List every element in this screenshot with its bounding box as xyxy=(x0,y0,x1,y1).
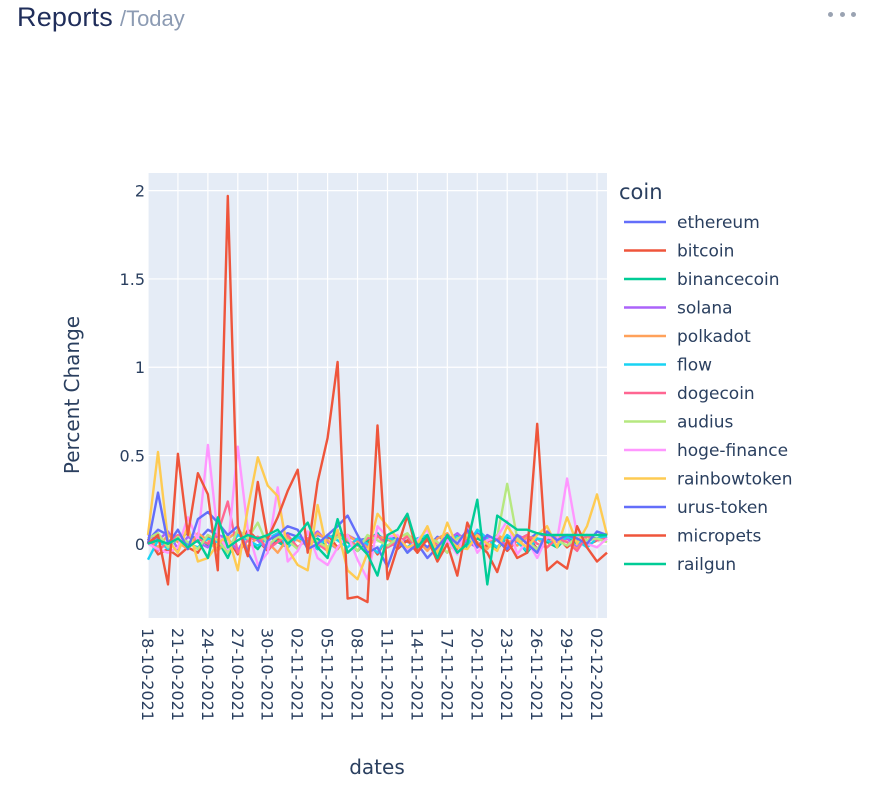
menu-dot xyxy=(851,11,856,17)
x-tick-label: 17-11-2021 xyxy=(437,628,456,721)
x-tick-labels: 18-10-2021 21-10-2021 24-10-2021 27-10-2021… xyxy=(138,628,606,721)
x-tick-label: 29-11-2021 xyxy=(557,628,576,721)
legend[interactable]: coin ethereum bitcoin binancecoin solana pol… xyxy=(619,180,793,575)
legend-title: coin xyxy=(619,180,663,204)
x-tick-label: 23-11-2021 xyxy=(497,628,516,721)
legend-item-flow[interactable]: flow xyxy=(624,356,712,376)
x-tick-label: 08-11-2021 xyxy=(348,628,367,721)
x-tick-label: 21-10-2021 xyxy=(168,628,187,721)
series-line-urus-token xyxy=(146,491,608,572)
series-line-micropets xyxy=(147,194,608,604)
legend-label: dogecoin xyxy=(677,384,755,404)
x-tick-label: 27-10-2021 xyxy=(228,628,247,721)
x-tick-label: 20-11-2021 xyxy=(467,628,486,721)
legend-item-solana[interactable]: solana xyxy=(624,299,733,319)
legend-label: solana xyxy=(677,299,733,319)
legend-item-bitcoin[interactable]: bitcoin xyxy=(624,242,734,262)
x-tick-label: 11-11-2021 xyxy=(377,628,396,721)
x-tick-label: 02-11-2021 xyxy=(288,628,307,721)
x-tick-label: 14-11-2021 xyxy=(407,628,426,721)
legend-label: audius xyxy=(677,413,733,433)
page-title: Reports xyxy=(17,2,113,32)
legend-item-binancecoin[interactable]: binancecoin xyxy=(624,270,780,290)
series-line-dogecoin xyxy=(147,500,608,554)
y-tick-label: 2 xyxy=(135,182,145,201)
series-line-railgun xyxy=(147,498,607,586)
y-axis-title: Percent Change xyxy=(60,316,84,474)
y-tick-label: 0.5 xyxy=(120,447,145,466)
menu-dot xyxy=(839,11,845,17)
y-tick-labels: 0 0.5 1 1.5 2 xyxy=(120,182,145,554)
legend-item-hoge-finance[interactable]: hoge-finance xyxy=(624,441,788,461)
legend-item-railgun[interactable]: railgun xyxy=(624,555,736,575)
breadcrumb-subtitle: /Today xyxy=(119,6,185,31)
series-lines xyxy=(146,194,609,604)
legend-label: polkadot xyxy=(677,327,751,347)
x-tick-label: 05-11-2021 xyxy=(318,628,337,721)
menu-dot xyxy=(828,11,833,17)
legend-label: binancecoin xyxy=(677,270,780,290)
legend-item-polkadot[interactable]: polkadot xyxy=(624,327,751,347)
y-tick-label: 1.5 xyxy=(120,270,145,289)
x-tick-label: 26-11-2021 xyxy=(527,628,546,721)
x-tick-label: 30-10-2021 xyxy=(258,628,277,721)
legend-label: micropets xyxy=(677,527,762,547)
legend-label: ethereum xyxy=(677,213,760,233)
legend-label: urus-token xyxy=(677,498,768,518)
legend-label: bitcoin xyxy=(677,242,734,262)
legend-label: flow xyxy=(677,356,712,376)
legend-label: hoge-finance xyxy=(677,441,788,461)
x-tick-label: 02-12-2021 xyxy=(587,628,606,721)
y-tick-label: 1 xyxy=(135,358,145,377)
more-options-icon[interactable] xyxy=(828,4,856,24)
legend-item-ethereum[interactable]: ethereum xyxy=(624,213,760,233)
legend-item-rainbowtoken[interactable]: rainbowtoken xyxy=(624,470,793,490)
y-tick-label: 0 xyxy=(135,535,145,554)
legend-label: rainbowtoken xyxy=(677,470,793,490)
page-header: Reports /Today xyxy=(17,2,185,42)
x-tick-label: 24-10-2021 xyxy=(198,628,217,721)
x-tick-label: 18-10-2021 xyxy=(138,628,157,721)
legend-item-micropets[interactable]: micropets xyxy=(624,527,762,547)
legend-label: railgun xyxy=(677,555,736,575)
legend-item-urus-token[interactable]: urus-token xyxy=(624,498,768,518)
legend-item-audius[interactable]: audius xyxy=(624,413,733,433)
x-axis-title: dates xyxy=(349,755,405,779)
legend-item-dogecoin[interactable]: dogecoin xyxy=(624,384,755,404)
